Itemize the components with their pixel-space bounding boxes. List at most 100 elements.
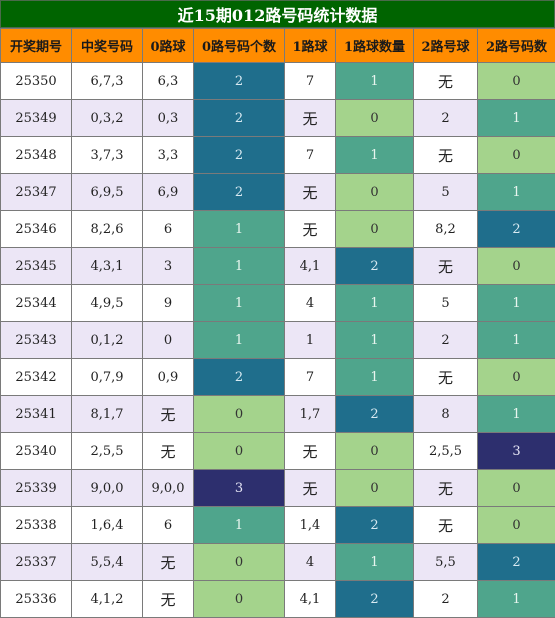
- stats-table: 开奖期号 中奖号码 0路球 0路号码个数 1路球 1路球数量 2路号球 2路号码…: [0, 28, 555, 618]
- cell-route0-count: 2: [194, 359, 285, 396]
- cell-route1-ball: 4,1: [285, 248, 336, 285]
- cell-route2-ball: 2: [414, 100, 478, 137]
- table-title: 近15期012路号码统计数据: [0, 0, 555, 28]
- cell-route0-count: 1: [194, 322, 285, 359]
- cell-number: 8,2,6: [72, 211, 143, 248]
- cell-number: 4,1,2: [72, 581, 143, 618]
- header-route1-ball: 1路球: [285, 29, 336, 63]
- cell-route1-ball: 无: [285, 174, 336, 211]
- cell-route1-ball: 无: [285, 433, 336, 470]
- cell-route1-count: 2: [336, 507, 414, 544]
- cell-issue: 25346: [1, 211, 72, 248]
- cell-route0-ball: 9: [143, 285, 194, 322]
- cell-number: 4,3,1: [72, 248, 143, 285]
- cell-number: 3,7,3: [72, 137, 143, 174]
- cell-route2-count: 1: [478, 396, 555, 433]
- cell-route2-ball: 无: [414, 137, 478, 174]
- cell-route0-count: 1: [194, 248, 285, 285]
- header-route1-count: 1路球数量: [336, 29, 414, 63]
- cell-route0-count: 0: [194, 581, 285, 618]
- cell-issue: 25350: [1, 63, 72, 100]
- cell-route0-count: 2: [194, 137, 285, 174]
- cell-route2-ball: 5: [414, 174, 478, 211]
- cell-route1-count: 2: [336, 396, 414, 433]
- cell-issue: 25344: [1, 285, 72, 322]
- cell-route1-count: 0: [336, 174, 414, 211]
- cell-route2-ball: 无: [414, 507, 478, 544]
- cell-route0-count: 3: [194, 470, 285, 507]
- cell-route0-ball: 0: [143, 322, 194, 359]
- cell-route0-ball: 6: [143, 507, 194, 544]
- header-route0-ball: 0路球: [143, 29, 194, 63]
- cell-route2-count: 0: [478, 359, 555, 396]
- cell-route0-ball: 6,3: [143, 63, 194, 100]
- cell-route1-count: 1: [336, 285, 414, 322]
- cell-number: 0,1,2: [72, 322, 143, 359]
- cell-route2-ball: 5: [414, 285, 478, 322]
- cell-route2-ball: 无: [414, 470, 478, 507]
- cell-route1-count: 1: [336, 137, 414, 174]
- cell-issue: 25349: [1, 100, 72, 137]
- cell-route0-ball: 0,3: [143, 100, 194, 137]
- cell-route0-ball: 6: [143, 211, 194, 248]
- cell-route0-count: 2: [194, 174, 285, 211]
- cell-route2-count: 1: [478, 100, 555, 137]
- cell-issue: 25336: [1, 581, 72, 618]
- cell-number: 6,9,5: [72, 174, 143, 211]
- cell-number: 0,3,2: [72, 100, 143, 137]
- cell-route2-count: 0: [478, 248, 555, 285]
- cell-route1-ball: 无: [285, 470, 336, 507]
- cell-route0-count: 0: [194, 396, 285, 433]
- header-row: 开奖期号 中奖号码 0路球 0路号码个数 1路球 1路球数量 2路号球 2路号码…: [1, 29, 555, 63]
- header-route2-count: 2路号码数: [478, 29, 555, 63]
- header-route2-ball: 2路号球: [414, 29, 478, 63]
- cell-route1-ball: 无: [285, 211, 336, 248]
- cell-route1-ball: 4: [285, 544, 336, 581]
- cell-route2-ball: 无: [414, 63, 478, 100]
- cell-route2-ball: 2: [414, 322, 478, 359]
- cell-route0-count: 1: [194, 507, 285, 544]
- cell-route1-ball: 无: [285, 100, 336, 137]
- cell-number: 0,7,9: [72, 359, 143, 396]
- cell-route1-count: 0: [336, 100, 414, 137]
- cell-number: 1,6,4: [72, 507, 143, 544]
- cell-route2-ball: 2: [414, 581, 478, 618]
- cell-route1-count: 0: [336, 433, 414, 470]
- cell-number: 4,9,5: [72, 285, 143, 322]
- cell-route1-count: 0: [336, 211, 414, 248]
- cell-route2-count: 0: [478, 507, 555, 544]
- cell-issue: 25347: [1, 174, 72, 211]
- cell-route2-ball: 2,5,5: [414, 433, 478, 470]
- cell-route1-ball: 7: [285, 137, 336, 174]
- cell-route2-count: 1: [478, 285, 555, 322]
- cell-route1-ball: 7: [285, 63, 336, 100]
- cell-route0-count: 1: [194, 211, 285, 248]
- header-number: 中奖号码: [72, 29, 143, 63]
- header-issue: 开奖期号: [1, 29, 72, 63]
- cell-number: 5,5,4: [72, 544, 143, 581]
- cell-route0-count: 1: [194, 285, 285, 322]
- cell-route1-ball: 4: [285, 285, 336, 322]
- cell-route0-ball: 6,9: [143, 174, 194, 211]
- header-route0-count: 0路号码个数: [194, 29, 285, 63]
- cell-route2-count: 2: [478, 211, 555, 248]
- cell-route2-count: 1: [478, 174, 555, 211]
- cell-route2-count: 1: [478, 322, 555, 359]
- cell-route2-ball: 8: [414, 396, 478, 433]
- cell-number: 2,5,5: [72, 433, 143, 470]
- cell-route0-ball: 3: [143, 248, 194, 285]
- cell-issue: 25339: [1, 470, 72, 507]
- cell-route0-count: 2: [194, 100, 285, 137]
- cell-route0-count: 0: [194, 433, 285, 470]
- cell-route0-ball: 0,9: [143, 359, 194, 396]
